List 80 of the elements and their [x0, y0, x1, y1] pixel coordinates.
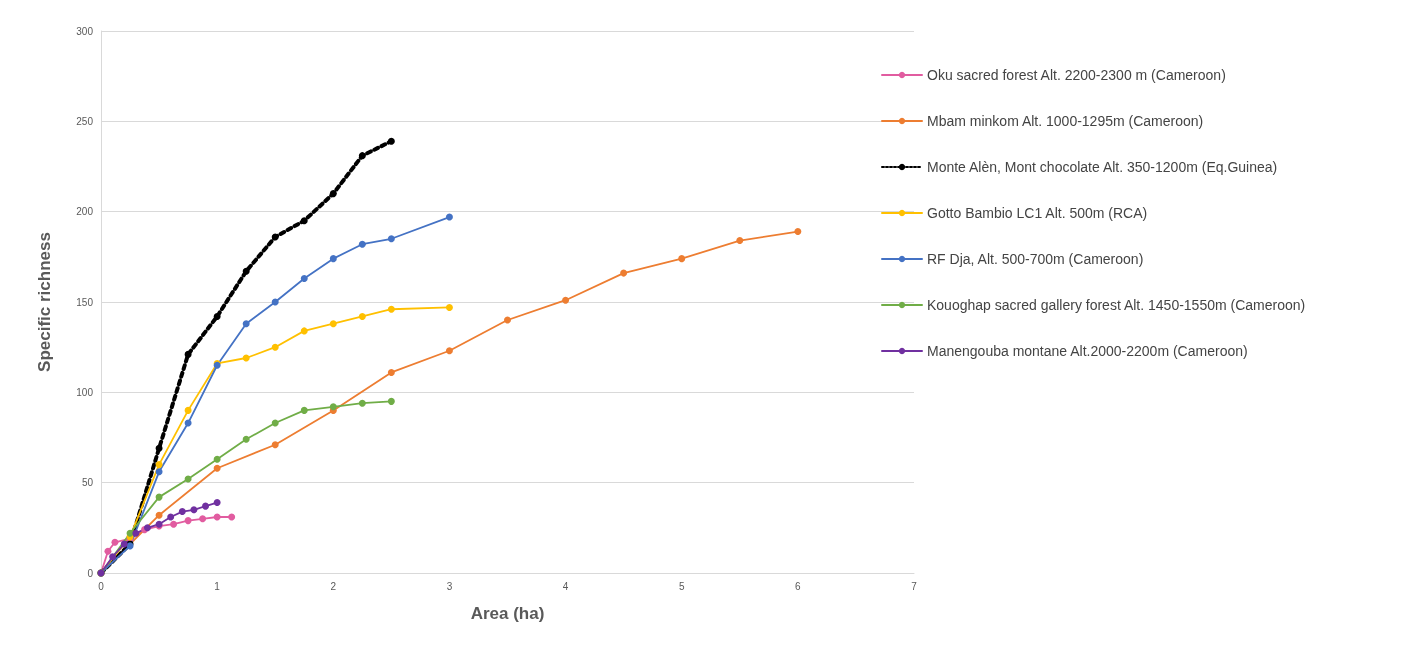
point — [358, 152, 366, 160]
x-tick-label: 7 — [911, 580, 918, 592]
point — [358, 399, 366, 407]
legend-label: RF Dja, Alt. 500-700m (Cameroon) — [927, 251, 1144, 267]
point — [358, 240, 366, 248]
point — [184, 350, 192, 358]
point — [329, 320, 337, 328]
point — [132, 529, 140, 537]
point — [155, 444, 163, 452]
x-tick-label: 5 — [678, 580, 685, 592]
legend-label: Mbam minkom Alt. 1000-1295m (Cameroon) — [927, 113, 1204, 129]
point — [329, 190, 337, 198]
point — [678, 255, 686, 263]
point — [445, 347, 453, 355]
point — [111, 538, 119, 546]
point — [387, 368, 395, 376]
point — [242, 435, 250, 443]
point — [387, 235, 395, 243]
point — [387, 305, 395, 313]
point — [202, 502, 210, 510]
point — [504, 316, 511, 324]
legend-label: Oku sacred forest Alt. 2200-2300 m (Cameroon) — [927, 67, 1226, 83]
legend-label: Kouoghap sacred gallery forest Alt. 1450-1550m (Cameroon) — [927, 297, 1306, 313]
point — [104, 547, 112, 555]
point — [387, 137, 395, 145]
y-tick-label: 300 — [76, 25, 94, 37]
point — [736, 237, 744, 245]
point — [271, 298, 279, 306]
point — [620, 269, 628, 277]
x-tick-label: 0 — [98, 580, 105, 592]
x-axis-title: Area (ha) — [470, 604, 545, 623]
x-tick-label: 2 — [330, 580, 337, 592]
point — [213, 464, 221, 472]
x-tick-label: 1 — [214, 580, 221, 592]
y-tick-label: 100 — [76, 386, 94, 398]
point — [562, 296, 570, 304]
point — [271, 441, 279, 449]
point — [387, 397, 395, 405]
point — [155, 511, 163, 519]
point — [242, 320, 250, 328]
point — [300, 275, 308, 283]
y-tick-label: 200 — [76, 206, 94, 218]
point — [445, 213, 453, 221]
point — [271, 343, 279, 351]
point — [271, 233, 279, 241]
point — [178, 508, 186, 516]
point — [358, 312, 366, 320]
legend-label: Monte Alèn, Mont chocolate Alt. 350-1200m (Eq.Guinea) — [927, 159, 1278, 175]
point — [184, 517, 192, 525]
point — [794, 228, 802, 236]
y-tick-label: 0 — [87, 567, 94, 579]
point — [190, 506, 198, 514]
point — [167, 513, 175, 521]
legend-label: Gotto Bambio LC1 Alt. 500m (RCA) — [927, 205, 1148, 221]
point — [271, 419, 279, 427]
point — [300, 327, 308, 335]
point — [228, 513, 236, 521]
y-tick-label: 250 — [76, 115, 94, 127]
point — [242, 267, 250, 275]
y-tick-label: 150 — [76, 296, 94, 308]
point — [300, 217, 308, 225]
x-tick-label: 4 — [562, 580, 569, 592]
point — [213, 312, 221, 320]
point — [213, 499, 221, 507]
point — [199, 515, 207, 523]
point — [184, 406, 192, 414]
point — [155, 468, 163, 476]
point — [120, 540, 128, 548]
point — [329, 255, 337, 263]
point — [300, 406, 308, 414]
point — [445, 303, 453, 311]
point — [170, 520, 178, 528]
point — [109, 553, 117, 561]
legend-label: Manengouba montane Alt.2000-2200m (Cameroon) — [927, 343, 1248, 359]
point — [213, 455, 221, 463]
y-tick-label: 50 — [81, 477, 94, 489]
point — [155, 461, 163, 469]
y-axis-title: Specific richness — [35, 232, 54, 372]
x-tick-label: 6 — [795, 580, 802, 592]
x-tick-label: 3 — [446, 580, 453, 592]
